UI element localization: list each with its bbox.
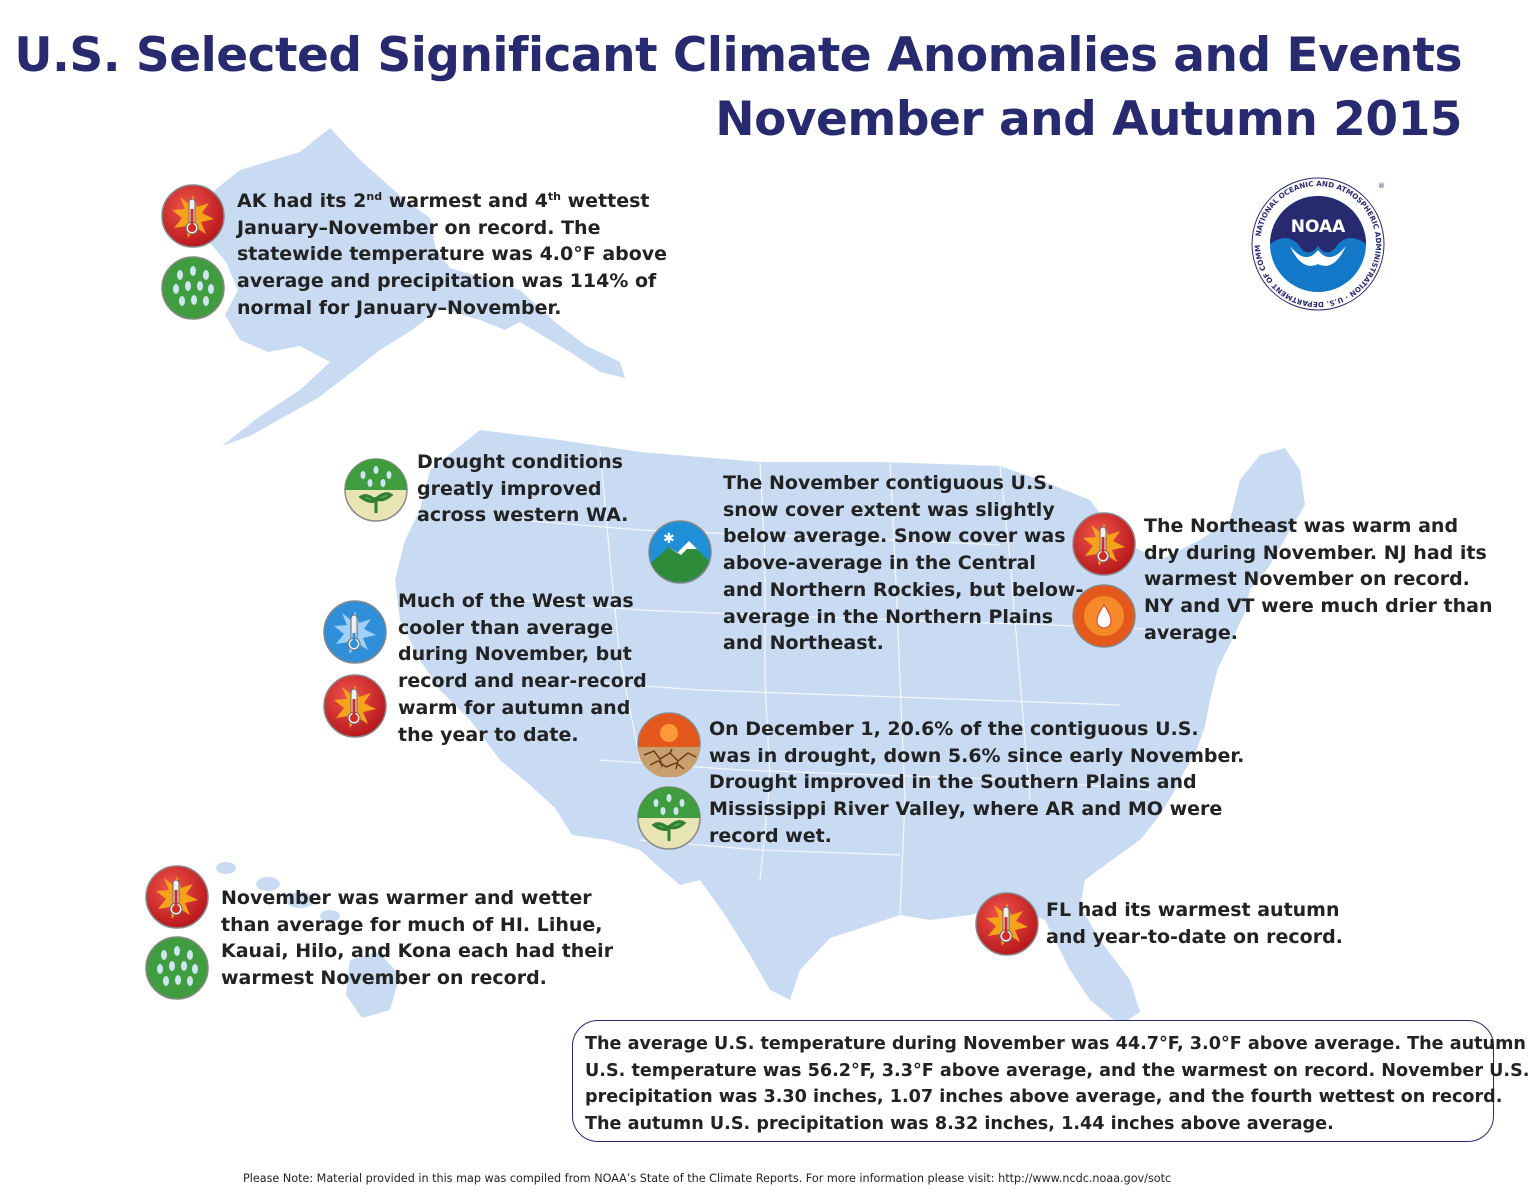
note-line: On December 1, 20.6% of the contiguous U… bbox=[709, 718, 1199, 740]
svg-text:✱: ✱ bbox=[663, 531, 675, 547]
warm-thermometer-icon bbox=[974, 891, 1040, 957]
dry-droplet-icon bbox=[1071, 583, 1137, 649]
note-line: snow cover extent was slightly bbox=[723, 498, 1055, 521]
hawaii-island bbox=[320, 910, 340, 922]
event-note-snow: The November contiguous U.S. snow cover … bbox=[723, 470, 1083, 657]
event-note-alaska: AK had its 2nd warmest and 4th wettest J… bbox=[237, 188, 667, 322]
note-line: average in the Northern Plains bbox=[723, 605, 1054, 628]
hawaii-island bbox=[256, 877, 280, 891]
note-line: The Northeast was warm and bbox=[1144, 515, 1459, 537]
note-line: normal for January–November. bbox=[237, 296, 562, 319]
wet-rain-icon bbox=[160, 255, 226, 321]
note-line: NY and VT were much drier than bbox=[1144, 595, 1493, 618]
warm-thermometer-icon bbox=[144, 864, 210, 930]
drought-improvement-icon bbox=[343, 457, 409, 523]
note-line: below average. Snow cover was bbox=[723, 525, 1066, 548]
note-line: Mississippi River Valley, where AR and M… bbox=[709, 798, 1223, 821]
note-line: statewide temperature was 4.0°F above bbox=[237, 243, 668, 266]
note-line: Much of the West was bbox=[398, 590, 634, 612]
note-line: and Northeast. bbox=[723, 632, 884, 655]
note-line: Kauai, Hilo, and Kona each had their bbox=[221, 940, 614, 963]
drought-icon bbox=[636, 711, 702, 777]
page-title: U.S. Selected Significant Climate Anomal… bbox=[14, 28, 1462, 83]
note-line: and year-to-date on record. bbox=[1046, 925, 1343, 948]
warm-thermometer-icon bbox=[160, 183, 226, 249]
event-note-hawaii: November was warmer and wetter than aver… bbox=[221, 885, 613, 992]
note-line: average and precipitation was 114% of bbox=[237, 270, 657, 293]
note-line: warmest November on record. bbox=[1144, 568, 1470, 591]
snow-cover-icon: ✱ bbox=[647, 519, 713, 585]
note-line: was in drought, down 5.6% since early No… bbox=[709, 744, 1245, 767]
note-line: average. bbox=[1144, 621, 1238, 644]
note-line: FL had its warmest autumn bbox=[1046, 899, 1340, 921]
summary-line: The autumn U.S. precipitation was 8.32 i… bbox=[585, 1113, 1334, 1134]
note-line: Drought improved in the Southern Plains … bbox=[709, 771, 1197, 794]
national-summary-box: The average U.S. temperature during Nove… bbox=[572, 1020, 1528, 1142]
event-note-west: Much of the West was cooler than average… bbox=[398, 588, 647, 748]
note-line: AK had its 2nd warmest and 4th wettest bbox=[237, 190, 650, 212]
state-borders bbox=[519, 449, 1171, 916]
note-line: Drought conditions bbox=[417, 451, 623, 473]
event-note-drought: On December 1, 20.6% of the contiguous U… bbox=[709, 716, 1244, 850]
note-line: warmest November on record. bbox=[221, 967, 547, 990]
cool-thermometer-icon bbox=[322, 599, 388, 665]
note-line: cooler than average bbox=[398, 616, 614, 639]
hawaii-island bbox=[286, 892, 314, 908]
summary-line: U.S. temperature was 56.2°F, 3.3°F above… bbox=[585, 1060, 1528, 1081]
summary-line: The average U.S. temperature during Nove… bbox=[585, 1034, 1526, 1054]
event-note-northeast: The Northeast was warm and dry during No… bbox=[1144, 513, 1492, 647]
conus-land bbox=[395, 430, 1305, 1025]
footer-note: Please Note: Material provided in this m… bbox=[243, 1172, 1172, 1185]
drought-improvement-icon bbox=[636, 785, 702, 851]
noaa-center-text: NOAA bbox=[1291, 217, 1346, 237]
hawaii-island bbox=[346, 952, 400, 1018]
note-line: the year to date. bbox=[398, 723, 579, 746]
note-line: warm for autumn and bbox=[398, 696, 631, 719]
note-line: November was warmer and wetter bbox=[221, 887, 592, 909]
note-line: across western WA. bbox=[417, 504, 629, 527]
note-line: record and near-record bbox=[398, 670, 647, 693]
note-line: dry during November. NJ had its bbox=[1144, 541, 1487, 564]
noaa-logo: NATIONAL OCEANIC AND ATMOSPHERIC ADMINIS… bbox=[1250, 176, 1385, 311]
warm-thermometer-icon bbox=[322, 673, 388, 739]
wet-rain-icon bbox=[144, 935, 210, 1001]
alaska-land bbox=[200, 128, 625, 446]
note-line: January–November on record. The bbox=[237, 216, 601, 239]
registered-mark: ® bbox=[1378, 182, 1385, 190]
note-line: than average for much of HI. Lihue, bbox=[221, 913, 603, 936]
note-line: greatly improved bbox=[417, 477, 602, 500]
note-line: above-average in the Central bbox=[723, 552, 1036, 575]
page-subtitle: November and Autumn 2015 bbox=[715, 92, 1462, 147]
note-line: during November, but bbox=[398, 643, 632, 666]
note-line: and Northern Rockies, but below- bbox=[723, 578, 1084, 601]
summary-line: precipitation was 3.30 inches, 1.07 inch… bbox=[585, 1087, 1503, 1108]
note-line: The November contiguous U.S. bbox=[723, 472, 1055, 494]
warm-thermometer-icon bbox=[1071, 511, 1137, 577]
event-note-florida: FL had its warmest autumn and year-to-da… bbox=[1046, 897, 1343, 950]
event-note-washington: Drought conditions greatly improved acro… bbox=[417, 449, 628, 529]
note-line: record wet. bbox=[709, 824, 832, 847]
hawaii-island bbox=[216, 862, 236, 874]
